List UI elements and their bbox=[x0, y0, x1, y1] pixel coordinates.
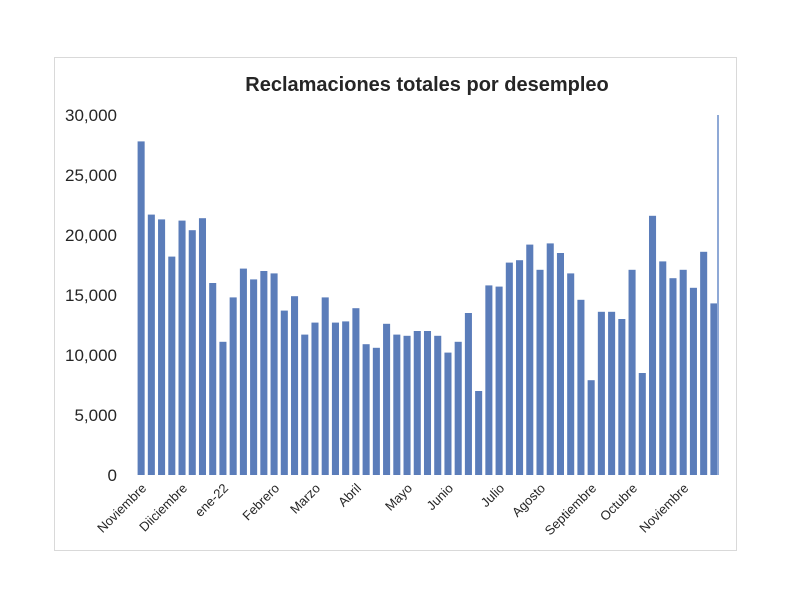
bar bbox=[342, 321, 350, 475]
bar bbox=[331, 322, 339, 475]
bar bbox=[659, 261, 667, 475]
bar bbox=[505, 262, 513, 475]
bar bbox=[608, 311, 616, 475]
bar bbox=[423, 331, 432, 475]
bar bbox=[219, 341, 227, 475]
x-tick-label: Noviembre bbox=[636, 481, 691, 536]
bar bbox=[679, 269, 687, 475]
bar bbox=[546, 243, 554, 475]
bar bbox=[239, 268, 247, 475]
bar bbox=[147, 214, 155, 475]
bar bbox=[587, 380, 595, 475]
bar bbox=[495, 286, 503, 475]
bar bbox=[464, 313, 472, 475]
bar bbox=[198, 218, 207, 475]
bar bbox=[311, 322, 319, 475]
x-tick-label: ene-22 bbox=[192, 481, 231, 520]
x-tick-label: Mayo bbox=[382, 481, 415, 514]
bar bbox=[700, 251, 708, 475]
bar bbox=[209, 283, 217, 475]
bar bbox=[597, 311, 605, 475]
bar bbox=[229, 297, 237, 475]
bar bbox=[362, 344, 370, 475]
bar bbox=[536, 269, 544, 475]
bar bbox=[413, 331, 421, 475]
bar bbox=[618, 319, 626, 475]
bar bbox=[516, 260, 524, 475]
y-tick-label: 20,000 bbox=[65, 226, 117, 245]
bar bbox=[158, 219, 166, 475]
bar bbox=[260, 271, 268, 475]
bar bbox=[485, 285, 493, 475]
bar bbox=[526, 244, 534, 475]
bar bbox=[168, 256, 176, 475]
bar bbox=[321, 297, 329, 475]
bar bbox=[567, 273, 575, 475]
x-tick-label: Marzo bbox=[287, 481, 323, 517]
y-tick-label: 25,000 bbox=[65, 166, 117, 185]
bar bbox=[710, 303, 718, 475]
bar bbox=[270, 273, 278, 475]
bar bbox=[628, 269, 636, 475]
y-tick-label: 30,000 bbox=[65, 106, 117, 125]
bar bbox=[352, 308, 360, 475]
y-tick-label: 15,000 bbox=[65, 286, 117, 305]
bar bbox=[577, 299, 585, 475]
bar bbox=[669, 278, 677, 475]
y-tick-label: 0 bbox=[108, 466, 117, 485]
y-tick-label: 10,000 bbox=[65, 346, 117, 365]
bar bbox=[178, 220, 186, 475]
bar bbox=[301, 334, 309, 475]
x-tick-label: Agosto bbox=[509, 481, 548, 520]
bar bbox=[638, 373, 646, 475]
chart-title: Reclamaciones totales por desempleo bbox=[245, 74, 608, 96]
x-tick-label: Septiembre bbox=[542, 481, 600, 539]
bar bbox=[372, 347, 380, 475]
x-tick-label: Junio bbox=[423, 481, 456, 514]
bar bbox=[648, 215, 657, 476]
bar-series bbox=[137, 141, 718, 476]
bar bbox=[280, 310, 288, 475]
bar bbox=[188, 230, 196, 475]
bar bbox=[475, 391, 483, 475]
bar bbox=[403, 335, 411, 475]
y-axis: 0 5,000 10,000 15,000 20,000 25,000 30,000 bbox=[65, 106, 117, 485]
x-tick-label: Febrero bbox=[239, 481, 282, 524]
x-tick-label: Abril bbox=[335, 480, 364, 509]
bar bbox=[393, 334, 401, 475]
bar bbox=[444, 352, 452, 475]
bar-chart: Reclamaciones totales por desempleo 0 5,0… bbox=[65, 74, 719, 538]
bar bbox=[434, 335, 442, 475]
bar bbox=[556, 253, 564, 475]
bar bbox=[137, 141, 145, 475]
x-tick-label: Octubre bbox=[597, 481, 640, 524]
bar bbox=[689, 287, 697, 475]
bar bbox=[383, 323, 391, 475]
bar bbox=[291, 296, 299, 475]
bar bbox=[454, 341, 462, 475]
y-tick-label: 5,000 bbox=[74, 406, 117, 425]
bar bbox=[250, 279, 258, 475]
x-tick-label: Julio bbox=[478, 481, 508, 511]
chart-area: Reclamaciones totales por desempleo 0 5,0… bbox=[54, 57, 737, 551]
